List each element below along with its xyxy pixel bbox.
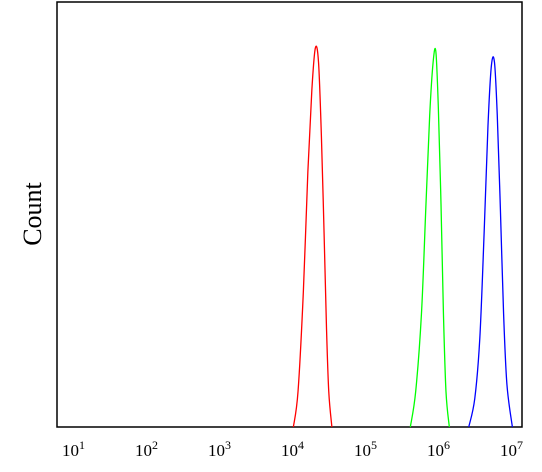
- series-line-2: [409, 47, 450, 428]
- x-tick-base: 10: [208, 441, 225, 460]
- series-layer: [292, 45, 514, 428]
- x-tick-base: 10: [500, 441, 517, 460]
- x-tick-label: 104: [281, 438, 304, 460]
- x-tick-label: 105: [354, 438, 377, 460]
- plot-frame: [56, 1, 523, 428]
- y-axis-label: Count: [18, 181, 47, 245]
- series-line-1: [292, 45, 333, 428]
- x-tick-label: 102: [135, 438, 158, 460]
- series-line-3: [468, 56, 514, 428]
- x-tick-label: 101: [62, 438, 85, 460]
- x-tick-label: 106: [427, 438, 450, 460]
- x-tick-base: 10: [427, 441, 444, 460]
- x-tick-base: 10: [281, 441, 298, 460]
- x-tick-label: 107: [500, 438, 523, 460]
- x-tick-exponent: 1: [79, 438, 85, 452]
- x-tick-base: 10: [354, 441, 371, 460]
- x-tick-exponent: 4: [298, 438, 304, 452]
- x-tick-exponent: 2: [152, 438, 158, 452]
- x-tick-labels: 101 102 103 104 105 106 107: [62, 438, 523, 460]
- x-tick-exponent: 3: [225, 438, 231, 452]
- x-tick-exponent: 5: [371, 438, 377, 452]
- x-tick-exponent: 7: [517, 438, 523, 452]
- x-tick-exponent: 6: [444, 438, 450, 452]
- x-tick-base: 10: [62, 441, 79, 460]
- x-tick-base: 10: [135, 441, 152, 460]
- x-tick-label: 103: [208, 438, 231, 460]
